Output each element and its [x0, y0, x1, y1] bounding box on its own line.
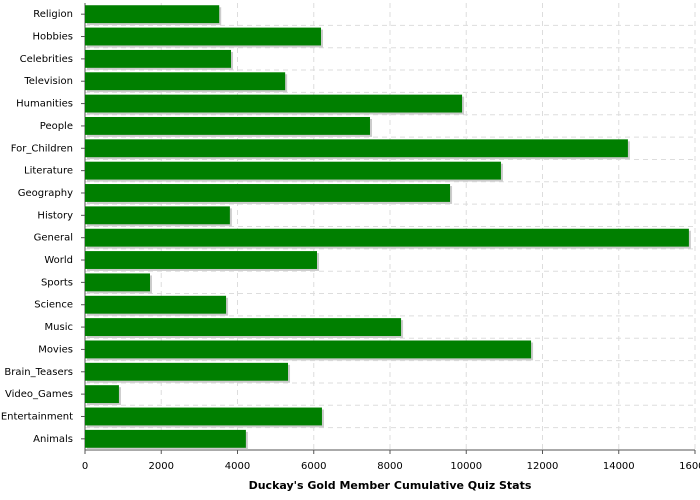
y-tick-label: Humanities: [16, 99, 73, 110]
bar: [85, 116, 370, 135]
y-tick-label: Music: [45, 322, 73, 333]
bar: [85, 273, 151, 292]
x-tick-label: 16000: [679, 461, 700, 472]
x-tick-label: 6000: [301, 461, 326, 472]
chart-title: Duckay's Gold Member Cumulative Quiz Sta…: [249, 479, 532, 492]
y-tick-label: Video_Games: [5, 389, 73, 400]
bar: [85, 385, 119, 404]
bar: [85, 72, 286, 91]
bar: [85, 5, 220, 24]
bar: [85, 251, 317, 269]
bar: [85, 362, 289, 381]
y-tick-label: Celebrities: [20, 54, 73, 65]
x-tick-label: 4000: [225, 461, 250, 472]
bar: [85, 49, 232, 68]
y-tick-label: Brain_Teasers: [4, 367, 73, 378]
bar: [85, 318, 402, 337]
bar: [85, 429, 246, 448]
y-tick-label: Animals: [33, 434, 73, 445]
y-tick-label: Geography: [18, 188, 73, 199]
y-tick-label: For_Children: [11, 143, 73, 154]
x-tick-label: 2000: [149, 461, 174, 472]
y-tick-label: General: [34, 233, 73, 244]
bar: [85, 161, 501, 180]
y-tick-label: Entertainment: [1, 411, 73, 422]
y-tick-label: Hobbies: [33, 32, 73, 43]
y-tick-label: Religion: [33, 9, 73, 20]
y-tick-label: Television: [23, 76, 73, 87]
bar: [85, 27, 321, 46]
bar: [85, 94, 463, 113]
bar: [85, 340, 532, 359]
x-tick-label: 10000: [450, 461, 482, 472]
y-tick-label: People: [40, 121, 73, 132]
bar: [85, 184, 451, 202]
bar: [85, 407, 322, 426]
x-tick-label: 14000: [603, 461, 635, 472]
y-tick-label: Sports: [41, 277, 73, 288]
x-tick-label: 12000: [527, 461, 559, 472]
bar: [85, 206, 230, 225]
y-tick-label: History: [37, 210, 73, 221]
y-tick-label: World: [44, 255, 73, 266]
bar: [85, 139, 628, 158]
x-tick-label: 8000: [377, 461, 402, 472]
bar: [85, 228, 689, 247]
y-tick-label: Science: [34, 300, 73, 311]
bar: [85, 295, 227, 314]
x-tick-label: 0: [82, 461, 88, 472]
y-tick-label: Movies: [38, 344, 73, 355]
y-tick-label: Literature: [24, 166, 73, 177]
